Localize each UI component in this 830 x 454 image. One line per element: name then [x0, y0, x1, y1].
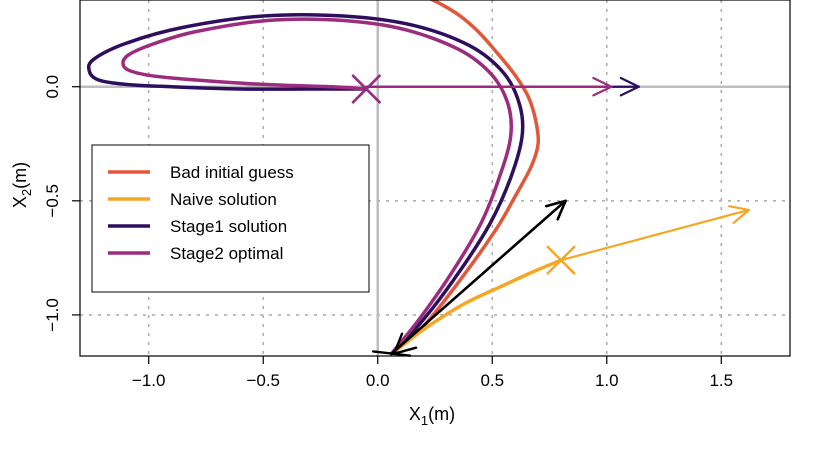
x-tick-label-2: 0.0 [366, 371, 390, 390]
x-tick-label-1: −0.5 [246, 371, 280, 390]
x-tick-label-5: 1.5 [709, 371, 733, 390]
x-axis-label-sub: 1 [421, 413, 428, 428]
y-tick-label-2: 0.0 [43, 75, 62, 99]
y-axis-label-main: X [10, 196, 30, 208]
x-axis-label: X1(m) [409, 404, 455, 428]
series-line-naive-solution [389, 258, 563, 356]
legend-label-stage1-solution: Stage1 solution [170, 217, 287, 236]
arrow-head-0 [619, 76, 640, 97]
start-arrow-head [392, 332, 418, 355]
plot-frame [79, 0, 791, 357]
start-arrow-shaft [371, 350, 412, 357]
axis-ticks: −1.0 −0.5 0.0 0.5 1.0 1.5 −1.0 −0.5 0.0 [43, 75, 733, 390]
direction-arrows [365, 76, 750, 357]
arrow-head-1 [592, 76, 613, 97]
legend-label-stage2-optimal: Stage2 optimal [170, 244, 283, 263]
arrow-shaft-3 [390, 199, 567, 356]
x-axis-label-unit: (m) [428, 404, 455, 424]
marker-x-b-1 [351, 74, 382, 104]
legend-label-bad-initial-guess: Bad initial guess [170, 163, 294, 182]
x-tick-label-0: −1.0 [132, 371, 166, 390]
arrow-shaft-2 [559, 208, 750, 262]
y-axis-label-unit: (m) [10, 162, 30, 189]
legend-label-naive-solution: Naive solution [170, 190, 277, 209]
markers [351, 74, 576, 276]
y-axis-label: X2(m) [10, 162, 34, 208]
y-tick-label-0: −1.0 [43, 298, 62, 332]
legend-box [91, 144, 370, 293]
series-line-stage2-optimal [121, 17, 514, 356]
x-tick-label-3: 0.5 [480, 371, 504, 390]
legend: Bad initial guess Naive solution Stage1 … [91, 144, 370, 293]
arrow-head-2 [728, 205, 750, 225]
arrow-head-3 [544, 199, 567, 221]
series-line-bad-initial-guess [389, 0, 541, 356]
y-tick-label-1: −0.5 [43, 184, 62, 218]
series-lines [86, 0, 563, 356]
series-line-stage1-solution [86, 12, 525, 356]
marker-x-b-2 [546, 245, 576, 276]
y-axis-label-sub: 2 [19, 189, 34, 196]
x-tick-label-4: 1.0 [595, 371, 619, 390]
x-axis-label-main: X [409, 404, 421, 424]
